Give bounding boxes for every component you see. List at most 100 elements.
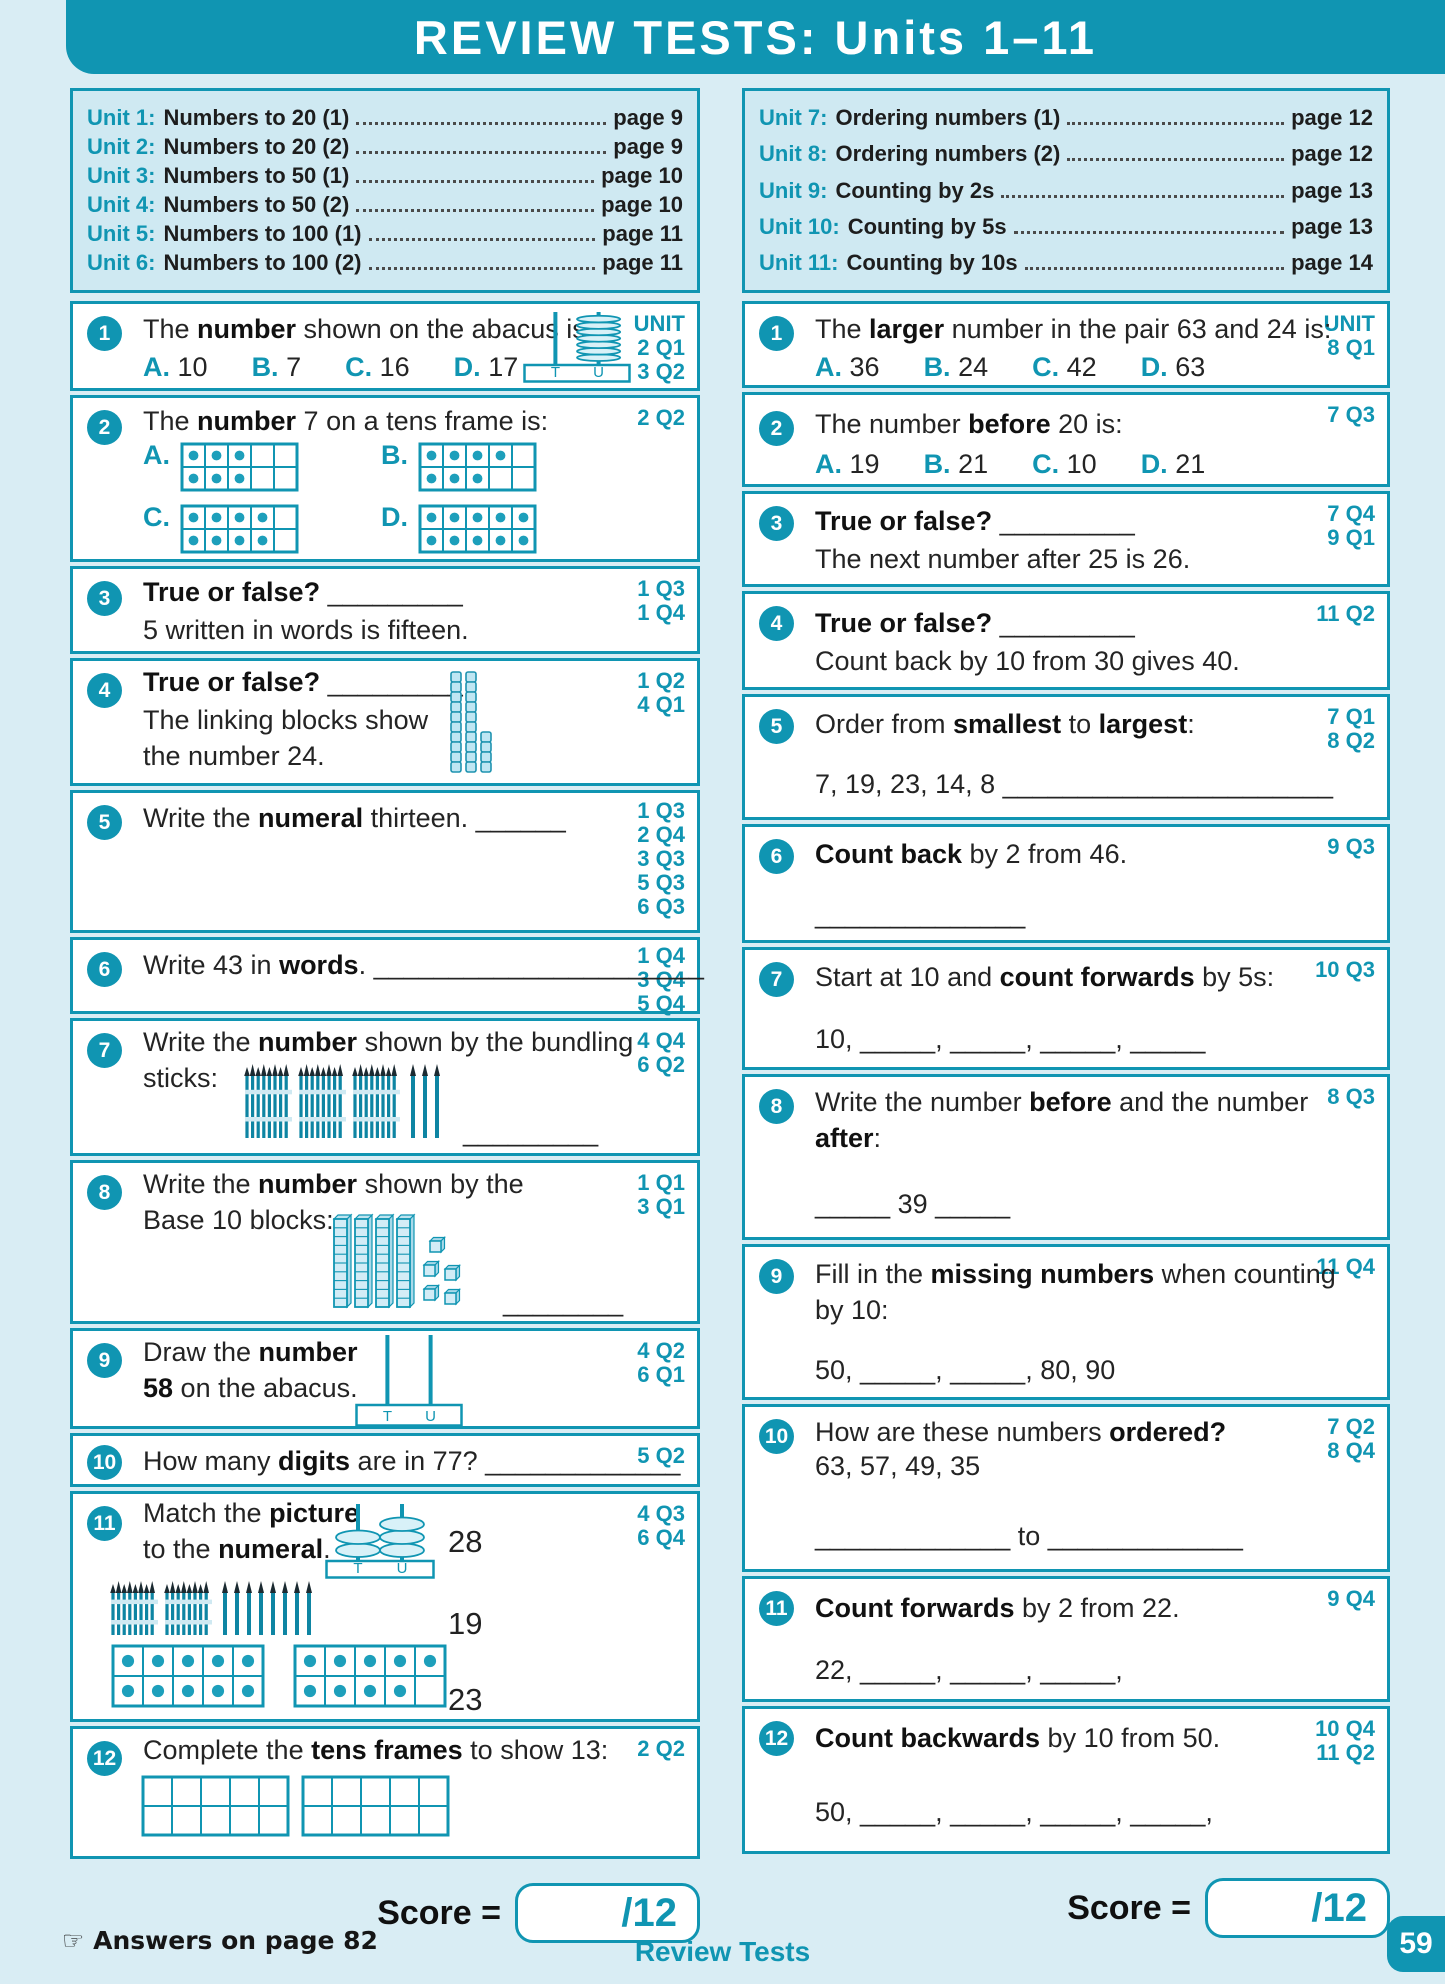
question-l9: 9 4 Q2 6 Q1 Draw the number 58 on the aba…	[70, 1328, 700, 1429]
svg-text:U: U	[593, 364, 604, 381]
tens-frame-graphic	[180, 504, 299, 554]
question-number-badge: 11	[759, 1591, 794, 1626]
answer-blank: _________	[463, 1117, 599, 1147]
toc-title: Counting by 10s	[846, 250, 1018, 275]
question-text: The larger number in the pair 63 and 24 …	[815, 314, 1332, 344]
toc-right: Unit 7: Ordering numbers (1) page 12 Unit …	[742, 88, 1390, 293]
toc-dot-leader	[368, 267, 596, 270]
question-text: Complete the tens frames to show 13:	[143, 1735, 609, 1765]
unit-references: 2 Q2	[637, 1736, 685, 1761]
toc-row: Unit 2: Numbers to 20 (2) page 9	[87, 134, 683, 160]
question-l3: 3 1 Q3 1 Q4 True or false? _________ 5 wr…	[70, 566, 700, 654]
question-l7: 7 4 Q4 6 Q2 Write the number shown by the…	[70, 1018, 700, 1156]
question-text: The linking blocks show	[143, 705, 429, 735]
question-number-badge: 5	[759, 709, 794, 744]
toc-unit-label: Unit 10:	[759, 213, 840, 239]
question-number-badge: 12	[87, 1741, 122, 1776]
unit-references: 9 Q3	[1327, 834, 1375, 859]
toc-left: Unit 1: Numbers to 20 (1) page 9 Unit 2: Nu…	[70, 88, 700, 293]
toc-unit-label: Unit 6:	[87, 250, 156, 275]
question-l4: 4 1 Q2 4 Q1 True or false? _________ The …	[70, 658, 700, 786]
question-r4: 4 11 Q2 True or false? _________ Count b…	[742, 591, 1390, 690]
unit-references: 7 Q3	[1327, 402, 1375, 427]
left-column: Unit 1: Numbers to 20 (1) page 9 Unit 2: Nu…	[70, 88, 704, 1943]
score-label: Score =	[1067, 1888, 1191, 1927]
question-r9: 9 11 Q4 Fill in the missing numbers when…	[742, 1244, 1390, 1400]
question-number-badge: 4	[87, 673, 122, 708]
svg-text:T: T	[353, 1560, 362, 1577]
answer-option: A. 36	[815, 352, 880, 382]
question-number-badge: 5	[87, 805, 122, 840]
question-text: Write the number shown by the	[143, 1169, 524, 1199]
unit-references: 10 Q3	[1315, 957, 1375, 982]
question-text: True or false? _________	[143, 667, 463, 697]
toc-row: Unit 9: Counting by 2s page 13	[759, 178, 1373, 204]
question-l10: 10 5 Q2 How many digits are in 77? _____…	[70, 1433, 700, 1487]
tens-frame-graphic	[141, 1775, 290, 1837]
toc-unit-label: Unit 9:	[759, 177, 828, 203]
unit-references: 7 Q4 9 Q1	[1327, 501, 1375, 550]
question-text: True or false? _________	[815, 608, 1135, 638]
toc-title: Numbers to 50 (1)	[163, 163, 350, 188]
question-r11: 11 9 Q4 Count forwards by 2 from 22. 22,…	[742, 1576, 1390, 1702]
question-text: Draw the number	[143, 1337, 358, 1367]
unit-references: UNIT 2 Q1 3 Q2	[633, 311, 685, 384]
question-number-badge: 7	[87, 1033, 122, 1068]
answer-option: B. 21	[923, 449, 989, 479]
toc-unit-label: Unit 7:	[759, 105, 828, 130]
tens-frame-graphic	[301, 1775, 450, 1837]
toc-dot-leader	[356, 122, 607, 125]
toc-dot-leader	[1024, 267, 1285, 270]
question-l8: 8 1 Q1 3 Q1 Write the number shown by the…	[70, 1160, 700, 1324]
unit-references: 9 Q4	[1327, 1586, 1375, 1611]
page-number-tab: 59	[1387, 1916, 1445, 1972]
question-text: True or false? _________	[815, 506, 1135, 536]
answer-options: A. 19 B. 21 C. 10 D. 21	[815, 449, 1205, 480]
question-l12: 12 2 Q2 Complete the tens frames to show…	[70, 1726, 700, 1859]
toc-unit-label: Unit 3:	[87, 163, 156, 188]
question-text: 63, 57, 49, 35	[815, 1451, 981, 1481]
answer-options: A. 36 B. 24 C. 42 D. 63	[815, 352, 1205, 383]
question-number-badge: 2	[87, 410, 122, 445]
question-text: 50, _____, _____, _____, _____,	[815, 1797, 1213, 1827]
toc-dot-leader	[1013, 230, 1285, 234]
question-number-badge: 9	[759, 1259, 794, 1294]
question-l6: 6 1 Q4 3 Q4 5 Q4 Write 43 in words. ______…	[70, 937, 704, 1016]
toc-unit-label: Unit 11:	[759, 250, 839, 275]
question-l5: 5 1 Q3 2 Q4 3 Q3 5 Q3 6 Q3 Write the numeral…	[70, 790, 700, 933]
question-text: _____ 39 _____	[815, 1189, 1011, 1219]
option-letter: D.	[381, 502, 408, 532]
toc-row: Unit 6: Numbers to 100 (2) page 11	[87, 250, 683, 276]
svg-text:U: U	[397, 1560, 408, 1577]
score-row-right: Score = /12	[742, 1878, 1390, 1938]
question-text: Count backwards by 10 from 50.	[815, 1723, 1221, 1753]
toc-page: page 9	[613, 134, 683, 159]
toc-row: Unit 7: Ordering numbers (1) page 12	[759, 105, 1373, 131]
toc-dot-leader	[356, 180, 595, 183]
unit-references: 7 Q2 8 Q4	[1327, 1414, 1375, 1463]
unit-references: 1 Q1 3 Q1	[637, 1170, 685, 1219]
toc-dot-leader	[1067, 122, 1285, 125]
question-text: 50, _____, _____, 80, 90	[815, 1355, 1116, 1385]
toc-unit-label: Unit 1:	[87, 105, 156, 130]
toc-page: page 9	[613, 105, 683, 130]
answer-option: B. 24	[923, 352, 989, 382]
toc-row: Unit 3: Numbers to 50 (1) page 10	[87, 163, 683, 189]
question-l2: 2 2 Q2 The number 7 on a tens frame is: …	[70, 395, 700, 562]
toc-dot-leader	[356, 151, 607, 154]
question-r6: 6 9 Q3 Count back by 2 from 46. ________…	[742, 824, 1390, 943]
question-r2: 2 7 Q3 The number before 20 is: A. 19 B. …	[742, 392, 1390, 487]
toc-dot-leader	[1067, 158, 1285, 162]
toc-unit-label: Unit 8:	[759, 141, 828, 167]
svg-text:T: T	[551, 364, 560, 381]
unit-references: 2 Q2	[637, 405, 685, 430]
answer-option: A. 19	[815, 449, 880, 479]
question-r8: 8 8 Q3 Write the number before and the n…	[742, 1074, 1390, 1240]
toc-title: Counting by 2s	[835, 177, 995, 203]
toc-page: page 10	[601, 163, 683, 188]
unit-references: 4 Q4 6 Q2	[637, 1028, 685, 1077]
tens-frame-graphic	[180, 442, 299, 492]
toc-page: page 11	[602, 221, 683, 246]
